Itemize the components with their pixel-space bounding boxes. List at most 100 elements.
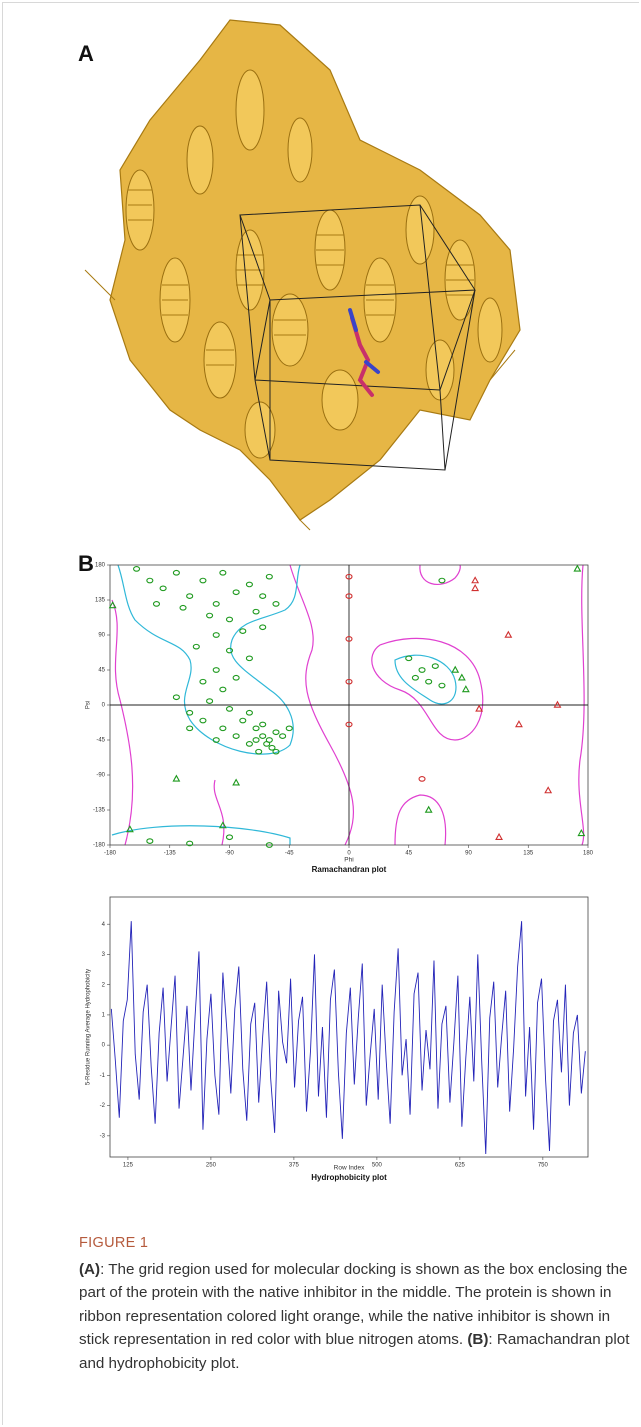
y-tick-label: 90: [98, 633, 105, 639]
x-tick-label: 625: [455, 1163, 466, 1169]
y-tick-label: -180: [93, 843, 106, 849]
point: [252, 725, 260, 732]
point: [272, 729, 280, 736]
point: [146, 838, 154, 844]
point: [146, 577, 154, 584]
x-axis-label: Phi: [344, 857, 353, 864]
point: [212, 737, 220, 743]
x-tick-label: 375: [289, 1163, 300, 1169]
chart-title: Hydrophobicity plot: [311, 1173, 387, 1182]
docking-box: [239, 204, 476, 471]
x-tick-label: 45: [405, 851, 412, 857]
point: [232, 674, 240, 681]
point: [405, 655, 413, 662]
point: [133, 566, 141, 572]
point: [219, 725, 227, 732]
point: [265, 573, 273, 580]
point: [259, 593, 267, 599]
point: [199, 717, 207, 724]
point: [345, 593, 353, 599]
point: [179, 604, 187, 611]
figure: A B: [78, 19, 594, 1182]
point: [577, 829, 586, 837]
point: [192, 643, 200, 650]
point: [272, 748, 280, 755]
ribbon-body: [109, 19, 521, 521]
point: [152, 601, 161, 607]
point: [239, 628, 247, 634]
x-tick-label: -90: [225, 851, 234, 857]
x-tick-label: 500: [372, 1163, 383, 1169]
y-tick-label: 3: [102, 952, 106, 958]
point: [212, 632, 220, 638]
plot-frame: [109, 896, 589, 1158]
point: [232, 589, 240, 596]
point: [438, 577, 446, 584]
point: [418, 667, 426, 673]
point: [252, 608, 260, 615]
point: [471, 576, 480, 584]
y-tick-label: 180: [95, 563, 106, 569]
point: [199, 577, 207, 584]
y-tick-label: -135: [93, 808, 106, 814]
point: [285, 725, 293, 732]
point: [279, 733, 287, 739]
figure-label: FIGURE 1: [79, 1235, 149, 1251]
point: [345, 636, 353, 642]
x-tick-label: -180: [104, 851, 117, 857]
point: [265, 842, 273, 848]
y-tick-label: 4: [102, 922, 106, 928]
x-tick-label: 250: [206, 1163, 217, 1169]
y-tick-label: 0: [102, 703, 106, 709]
y-tick-label: 135: [95, 598, 106, 604]
point: [263, 741, 271, 747]
point: [553, 700, 562, 708]
point: [255, 748, 263, 755]
caption: FIGURE 1 (A): The grid region used for m…: [79, 1232, 635, 1375]
x-tick-label: -45: [285, 851, 294, 857]
point: [411, 674, 419, 681]
point: [495, 832, 503, 840]
point: [245, 581, 253, 588]
ramachandran-regions: [111, 564, 585, 846]
point: [212, 601, 220, 607]
point: [544, 786, 553, 794]
point: [212, 667, 220, 673]
point: [108, 601, 117, 609]
point: [239, 717, 247, 724]
point: [232, 733, 240, 739]
y-axis-label: 5-Residue Running Average Hydrophobicity: [86, 969, 92, 1085]
x-tick-label: 180: [583, 851, 594, 857]
point: [438, 682, 446, 689]
x-axis-label: Row Index: [334, 1165, 365, 1172]
y-tick-label: -3: [100, 1133, 106, 1139]
point: [471, 584, 480, 592]
y-tick-label: 2: [102, 982, 106, 988]
y-tick-label: -1: [100, 1073, 106, 1079]
caption-part: (B): [467, 1331, 489, 1348]
y-tick-label: 0: [102, 1043, 106, 1049]
point: [272, 601, 280, 607]
caption-part: : The grid region used for molecular doc…: [79, 1260, 628, 1349]
panel-label: B: [78, 551, 94, 576]
y-tick-label: -90: [96, 773, 105, 779]
point: [573, 564, 582, 572]
point: [457, 673, 466, 681]
point: [225, 706, 234, 712]
point: [425, 678, 433, 685]
point: [475, 704, 484, 712]
point: [218, 821, 227, 829]
point: [259, 733, 267, 739]
point: [424, 805, 433, 813]
y-axis-label: Psi: [86, 701, 92, 709]
point: [186, 593, 194, 599]
point: [186, 725, 194, 732]
point: [259, 624, 267, 631]
caption-text: (A): The grid region used for molecular …: [79, 1258, 635, 1376]
point: [206, 612, 214, 619]
point: [172, 774, 181, 782]
x-tick-label: 135: [523, 851, 534, 857]
point: [186, 709, 194, 716]
x-tick-label: 125: [123, 1163, 134, 1169]
point: [345, 678, 353, 685]
